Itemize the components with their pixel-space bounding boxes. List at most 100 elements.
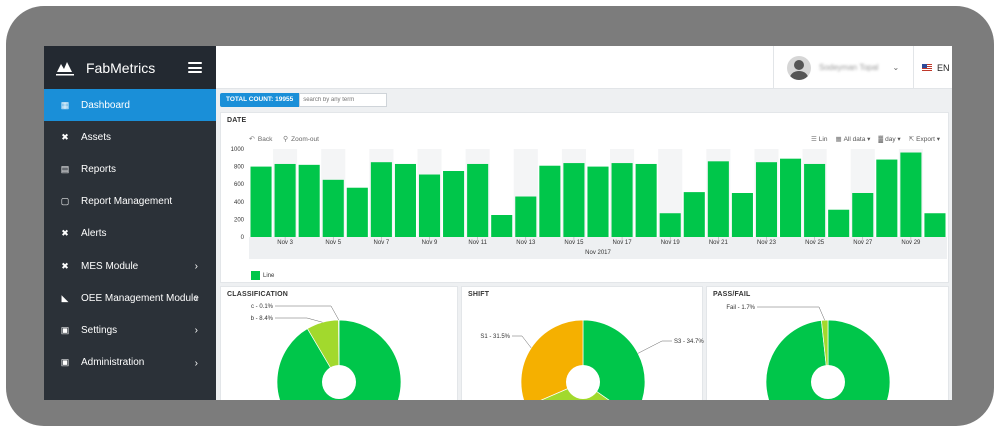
pass-fail-title: PASS/FAIL	[713, 291, 750, 298]
sidebar-item-label: Report Management	[81, 196, 216, 207]
all-data-label: All data ▾	[844, 135, 871, 143]
sidebar-item-alerts[interactable]: ✖Alerts	[44, 218, 216, 250]
sidebar-item-mes-module[interactable]: ✖MES Module›	[44, 250, 216, 282]
oee-icon: ◣	[60, 293, 70, 303]
x-tick-label: Nov 19	[661, 240, 681, 246]
app-name: FabMetrics	[86, 60, 188, 76]
menu-toggle-icon[interactable]	[188, 62, 202, 73]
pie-label: Fail - 1.7%	[726, 305, 755, 311]
bar[interactable]	[491, 215, 512, 237]
x-tick-label: Nov 7	[374, 240, 390, 246]
chart-legend[interactable]: Line	[251, 271, 274, 280]
bar[interactable]	[323, 180, 344, 237]
all-data-dropdown[interactable]: ▦All data ▾	[835, 135, 870, 143]
user-menu[interactable]: Sodeyman Topal ⌄	[773, 46, 913, 89]
x-tick-label: Nov 3	[277, 240, 293, 246]
bar[interactable]	[756, 162, 777, 237]
y-tick-label: 400	[234, 200, 245, 206]
y-tick-label: 0	[241, 235, 245, 241]
chevron-right-icon: ›	[195, 293, 198, 304]
app-screen: FabMetrics ▦Dashboard✖Assets▤Reports▢Rep…	[44, 46, 952, 400]
bar[interactable]	[443, 171, 464, 237]
sidebar-item-report-management[interactable]: ▢Report Management	[44, 186, 216, 218]
shift-title: SHIFT	[468, 291, 489, 298]
sidebar-item-dashboard[interactable]: ▦Dashboard	[44, 89, 216, 121]
sidebar-item-oee-management-module[interactable]: ◣OEE Management Module›	[44, 282, 216, 314]
bar[interactable]	[251, 167, 272, 237]
y-tick-label: 600	[234, 182, 245, 188]
export-dropdown[interactable]: ⇱Export ▾	[909, 135, 940, 143]
sidebar-item-administration[interactable]: ▣Administration›	[44, 347, 216, 379]
calendar-icon: ▦	[835, 135, 841, 143]
label-connector	[275, 318, 322, 322]
sidebar: FabMetrics ▦Dashboard✖Assets▤Reports▢Rep…	[44, 46, 216, 400]
pie-label: S3 - 34.7%	[674, 339, 704, 345]
sidebar-item-settings[interactable]: ▣Settings›	[44, 314, 216, 346]
x-axis-title: Nov 2017	[585, 250, 611, 256]
pie-label: c - 0.1%	[251, 304, 274, 310]
classification-title: CLASSIFICATION	[227, 291, 288, 298]
x-tick-label: Nov 21	[709, 240, 729, 246]
sidebar-item-reports[interactable]: ▤Reports	[44, 153, 216, 185]
bar[interactable]	[684, 192, 705, 237]
back-button[interactable]: ↶ Back	[249, 135, 272, 143]
avatar[interactable]	[787, 56, 811, 80]
bar[interactable]	[876, 160, 897, 237]
dashboard-icon: ▦	[60, 100, 70, 110]
y-tick-label: 200	[234, 217, 245, 223]
pie-label: S1 - 31.5%	[480, 334, 510, 340]
sidebar-item-assets[interactable]: ✖Assets	[44, 121, 216, 153]
y-tick-label: 1000	[231, 147, 245, 153]
bar[interactable]	[347, 188, 368, 237]
bar[interactable]	[299, 165, 320, 237]
day-dropdown[interactable]: ▓day ▾	[878, 135, 900, 143]
date-chart-card: DATE ↶ Back ⚲ Zoom-out ☰Lin ▦All data ▾ …	[220, 112, 949, 283]
bar[interactable]	[780, 159, 801, 237]
x-tick-label: Nov 25	[805, 240, 825, 246]
bar[interactable]	[371, 162, 392, 237]
chart-toolbar: ☰Lin ▦All data ▾ ▓day ▾ ⇱Export ▾	[803, 135, 940, 143]
zoom-out-label: Zoom-out	[291, 136, 319, 143]
pie-label: b - 8.4%	[251, 316, 274, 322]
label-connector	[757, 307, 825, 320]
chevron-down-icon[interactable]: ⌄	[892, 63, 899, 72]
bar[interactable]	[539, 166, 560, 237]
bar[interactable]	[852, 193, 873, 237]
x-tick-label: Nov 5	[325, 240, 341, 246]
x-tick-label: Nov 29	[901, 240, 921, 246]
bar[interactable]	[467, 164, 488, 237]
bar[interactable]	[587, 167, 608, 237]
bar[interactable]	[515, 197, 536, 237]
label-connector	[512, 336, 531, 348]
classification-pie-chart: b - 8.4% c - 0.1%	[221, 301, 459, 400]
bar[interactable]	[660, 213, 681, 237]
bar[interactable]	[612, 163, 633, 237]
bar[interactable]	[732, 193, 753, 237]
lin-button[interactable]: ☰Lin	[811, 135, 828, 143]
language-selector[interactable]: EN	[913, 46, 952, 89]
bar[interactable]	[275, 164, 296, 237]
label-connector	[638, 341, 672, 353]
administration-icon: ▣	[60, 358, 70, 368]
bar[interactable]	[900, 153, 921, 237]
dashboard-content: TOTAL COUNT: 19955 DATE ↶ Back ⚲ Zoom-ou…	[216, 89, 952, 400]
reports-icon: ▤	[60, 164, 70, 174]
bar[interactable]	[708, 161, 729, 237]
bar[interactable]	[804, 164, 825, 237]
bar[interactable]	[419, 175, 440, 237]
sidebar-nav: ▦Dashboard✖Assets▤Reports▢Report Managem…	[44, 89, 216, 379]
bar[interactable]	[924, 213, 945, 237]
search-input[interactable]	[299, 93, 387, 107]
bar[interactable]	[636, 164, 657, 237]
zoom-out-button[interactable]: ⚲ Zoom-out	[283, 135, 319, 143]
day-label: day ▾	[885, 135, 901, 143]
lin-label: Lin	[819, 136, 828, 143]
bar[interactable]	[395, 164, 416, 237]
bar[interactable]	[828, 210, 849, 237]
sidebar-item-label: Alerts	[81, 228, 216, 239]
back-arrow-icon: ↶	[249, 135, 255, 143]
export-label: Export ▾	[916, 135, 940, 143]
date-chart-title: DATE	[227, 117, 246, 124]
bar[interactable]	[563, 163, 584, 237]
